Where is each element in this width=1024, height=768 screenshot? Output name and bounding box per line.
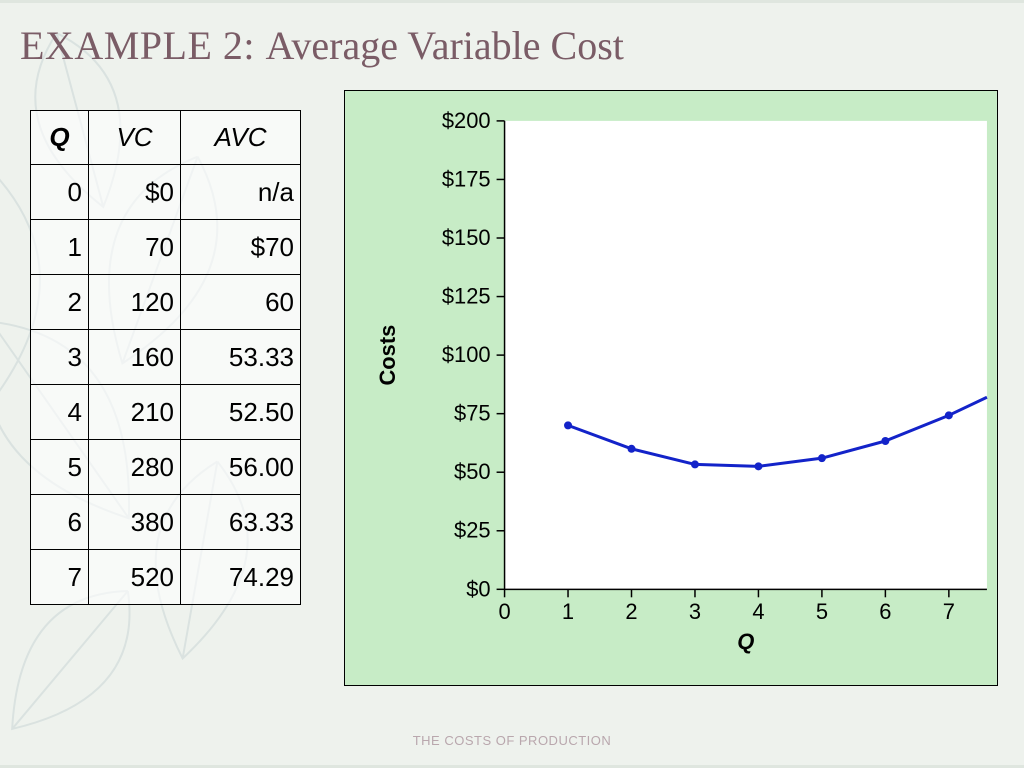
- table-cell: 6: [31, 495, 89, 550]
- col-header-vc: VC: [89, 111, 181, 165]
- table-cell: 380: [89, 495, 181, 550]
- data-point: [881, 437, 889, 445]
- y-tick-label: $125: [442, 284, 491, 309]
- table-header-row: Q VC AVC: [31, 111, 301, 165]
- y-tick-label: $175: [442, 166, 491, 191]
- slide: EXAMPLE 2: Average Variable Cost Q VC AV…: [0, 0, 1024, 768]
- x-tick-label: 5: [816, 599, 828, 624]
- x-axis-title: Q: [737, 629, 754, 654]
- table-row: 752074.29: [31, 550, 301, 605]
- table-cell: 3: [31, 330, 89, 385]
- table-cell: 210: [89, 385, 181, 440]
- data-point: [564, 421, 572, 429]
- col-header-avc: AVC: [181, 111, 301, 165]
- y-tick-label: $50: [454, 459, 491, 484]
- table-cell: 74.29: [181, 550, 301, 605]
- table-cell: 7: [31, 550, 89, 605]
- table-cell: 1: [31, 220, 89, 275]
- y-tick-label: $150: [442, 225, 491, 250]
- avc-chart: $0 $25 $50 $75 $100 $125 $150 $175 $200 0 1 2 3 4 5 6 7 Q…: [345, 91, 997, 685]
- y-axis-title: Costs: [375, 325, 400, 386]
- data-point: [945, 411, 953, 419]
- table-row: 421052.50: [31, 385, 301, 440]
- table-cell: 4: [31, 385, 89, 440]
- table-cell: $0: [89, 165, 181, 220]
- y-tick-label: $100: [442, 342, 491, 367]
- y-tick-label: $25: [454, 518, 491, 543]
- table-cell: 160: [89, 330, 181, 385]
- table-cell: 120: [89, 275, 181, 330]
- table-cell: 2: [31, 275, 89, 330]
- x-tick-label: 7: [943, 599, 955, 624]
- table-cell: 63.33: [181, 495, 301, 550]
- slide-footer: THE COSTS OF PRODUCTION: [0, 733, 1024, 748]
- chart-panel: $0 $25 $50 $75 $100 $125 $150 $175 $200 0 1 2 3 4 5 6 7 Q…: [344, 90, 998, 686]
- slide-title: EXAMPLE 2: Average Variable Cost: [20, 22, 624, 69]
- x-tick-label: 0: [498, 599, 510, 624]
- table-row: 170$70: [31, 220, 301, 275]
- y-tick-label: $0: [466, 576, 490, 601]
- y-tick-label: $75: [454, 401, 491, 426]
- x-tick-label: 2: [625, 599, 637, 624]
- table-cell: 520: [89, 550, 181, 605]
- table-cell: 70: [89, 220, 181, 275]
- cost-table: Q VC AVC 0$0n/a170$70212060316053.334210…: [30, 110, 301, 605]
- table-cell: 56.00: [181, 440, 301, 495]
- table-cell: 5: [31, 440, 89, 495]
- data-point: [691, 460, 699, 468]
- table-cell: n/a: [181, 165, 301, 220]
- title-main: Average Variable Cost: [266, 23, 624, 68]
- x-tick-label: 6: [879, 599, 891, 624]
- table-row: 0$0n/a: [31, 165, 301, 220]
- title-prefix: EXAMPLE 2:: [20, 23, 266, 68]
- table-cell: 60: [181, 275, 301, 330]
- data-point: [818, 454, 826, 462]
- table-row: 212060: [31, 275, 301, 330]
- table-cell: 280: [89, 440, 181, 495]
- table-row: 528056.00: [31, 440, 301, 495]
- table-row: 316053.33: [31, 330, 301, 385]
- table-row: 638063.33: [31, 495, 301, 550]
- data-point: [754, 462, 762, 470]
- table-cell: 0: [31, 165, 89, 220]
- table-cell: 53.33: [181, 330, 301, 385]
- x-tick-label: 1: [562, 599, 574, 624]
- y-tick-label: $200: [442, 108, 491, 133]
- x-tick-label: 3: [689, 599, 701, 624]
- col-header-q: Q: [31, 111, 89, 165]
- data-point: [628, 445, 636, 453]
- x-tick-label: 4: [752, 599, 764, 624]
- table-cell: $70: [181, 220, 301, 275]
- table-cell: 52.50: [181, 385, 301, 440]
